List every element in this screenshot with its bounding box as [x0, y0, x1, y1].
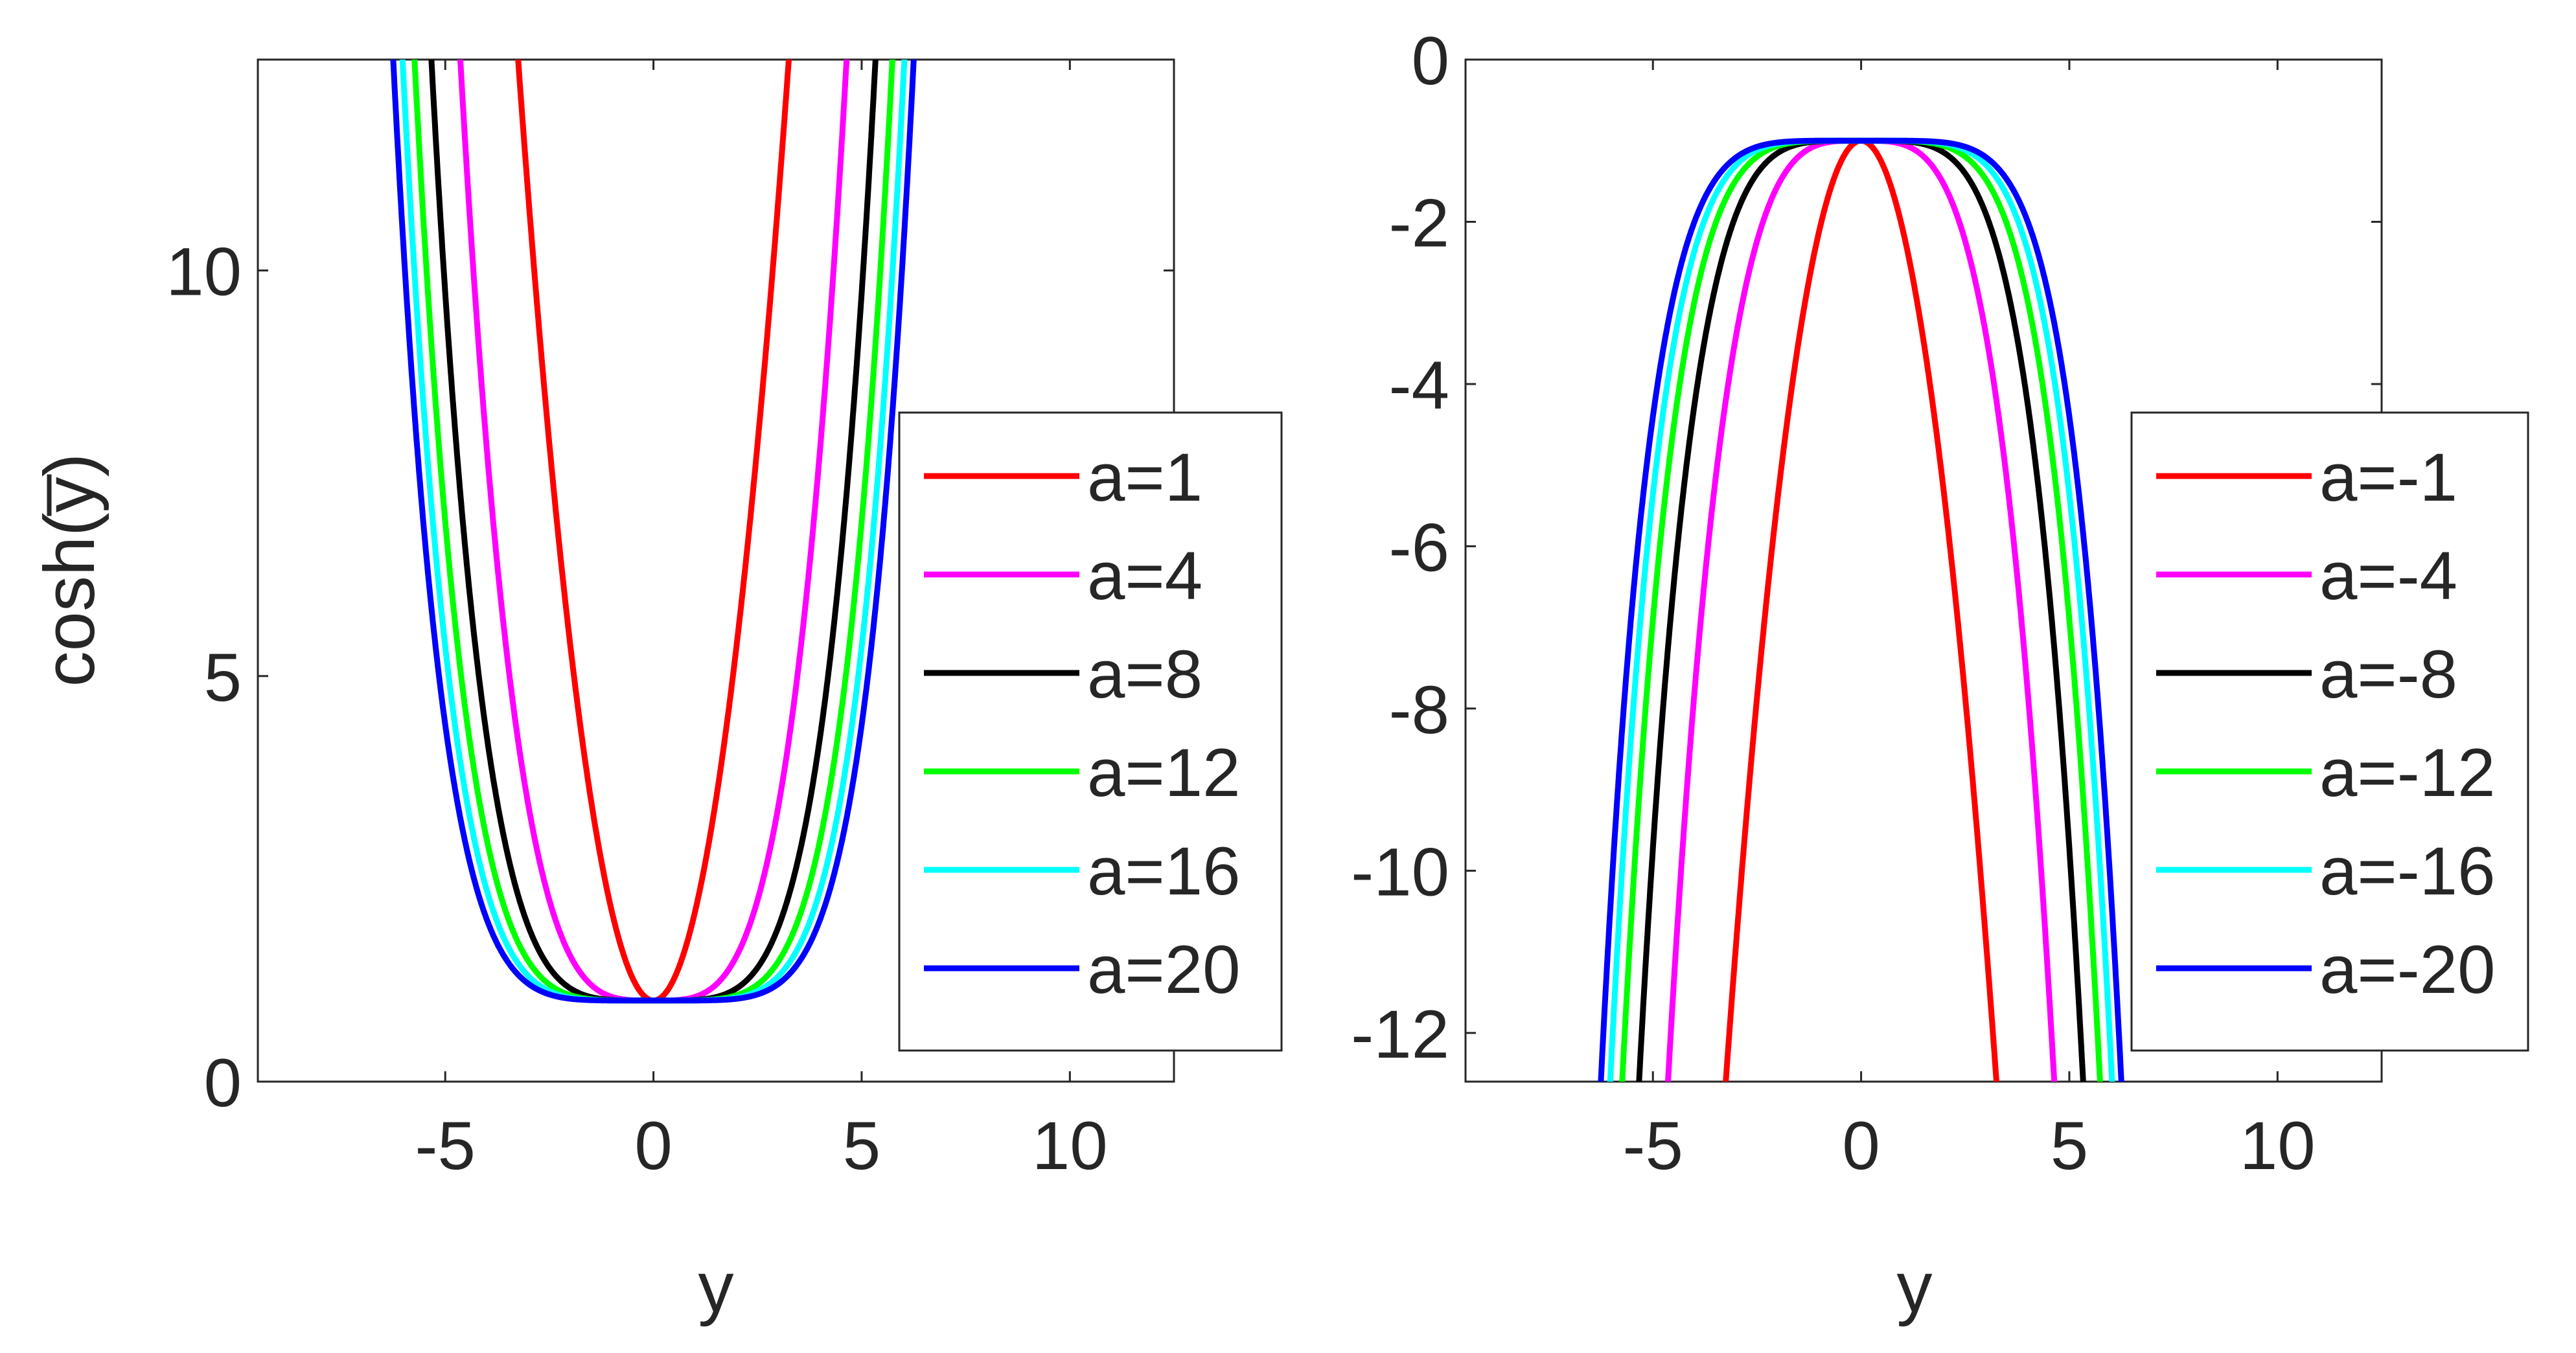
right-x-tick-label: 5 — [2051, 1108, 2088, 1184]
legend-label: a=-1 — [2319, 440, 2457, 516]
series-line-a-neg20 — [1598, 137, 2124, 1082]
left-x-tick-label: 5 — [843, 1108, 880, 1184]
legend-label: a=16 — [1087, 834, 1241, 909]
legend-label: a=-4 — [2319, 538, 2457, 614]
left-x-tick-label: -5 — [415, 1108, 476, 1184]
right-chart: -5 0 5 10-12-10-8-6-4-20 y a=-1a=-4a=-8a=-1… — [1351, 23, 2529, 1327]
right-x-tick-label: -5 — [1623, 1108, 1683, 1184]
legend-label: a=-20 — [2319, 932, 2495, 1008]
left-legend: a=1 a=4 a=8 a=12 a=16 a=20 — [898, 411, 1283, 1052]
left-x-tick-label: 10 — [1032, 1108, 1108, 1184]
left-legend-box — [898, 411, 1283, 1052]
left-y-axis-label: cosh(y̅) — [30, 453, 109, 687]
legend-label: a=-12 — [2319, 735, 2495, 811]
left-x-axis-label: y — [698, 1247, 734, 1327]
right-y-tick-label: -10 — [1351, 834, 1449, 910]
right-x-tick-label: 0 — [1842, 1108, 1880, 1184]
right-y-tick-label: -12 — [1351, 997, 1449, 1073]
legend-label: a=8 — [1087, 637, 1202, 712]
series-line-a-20 — [390, 60, 917, 1004]
right-legend-box — [2130, 411, 2529, 1052]
right-ticks: -5 0 5 10 -12 -10 -8 -6 -4 -2 0 — [1351, 23, 2382, 1184]
legend-label: a=1 — [1087, 440, 1202, 516]
legend-label: a=-8 — [2319, 637, 2457, 712]
left-y-tick-label: 0 — [204, 1045, 242, 1121]
right-y-tick-label: 0 — [1412, 23, 1449, 99]
legend-label: a=-16 — [2319, 834, 2495, 909]
right-y-tick-label: -2 — [1389, 185, 1449, 261]
left-series-lines — [390, 60, 917, 1004]
right-series-lines — [1598, 137, 2124, 1082]
right-legend: a=-1 a=-4 a=-8 a=-12 a=-16 a=-20 — [2130, 411, 2529, 1052]
right-y-tick-label: -8 — [1389, 672, 1449, 748]
legend-label: a=12 — [1087, 735, 1241, 811]
left-y-tick-label: 5 — [204, 640, 242, 716]
left-x-tick-label: 0 — [634, 1108, 672, 1184]
left-ticks: -5 0 5 10 0 5 10 — [166, 60, 1174, 1184]
legend-label: a=4 — [1087, 538, 1202, 614]
left-y-tick-label: 10 — [166, 234, 242, 310]
right-x-axis-label: y — [1897, 1247, 1933, 1327]
right-x-tick-label: 10 — [2240, 1108, 2316, 1184]
legend-label: a=20 — [1087, 932, 1241, 1008]
right-y-tick-label: -6 — [1389, 510, 1449, 586]
right-y-tick-label: -4 — [1389, 348, 1449, 424]
